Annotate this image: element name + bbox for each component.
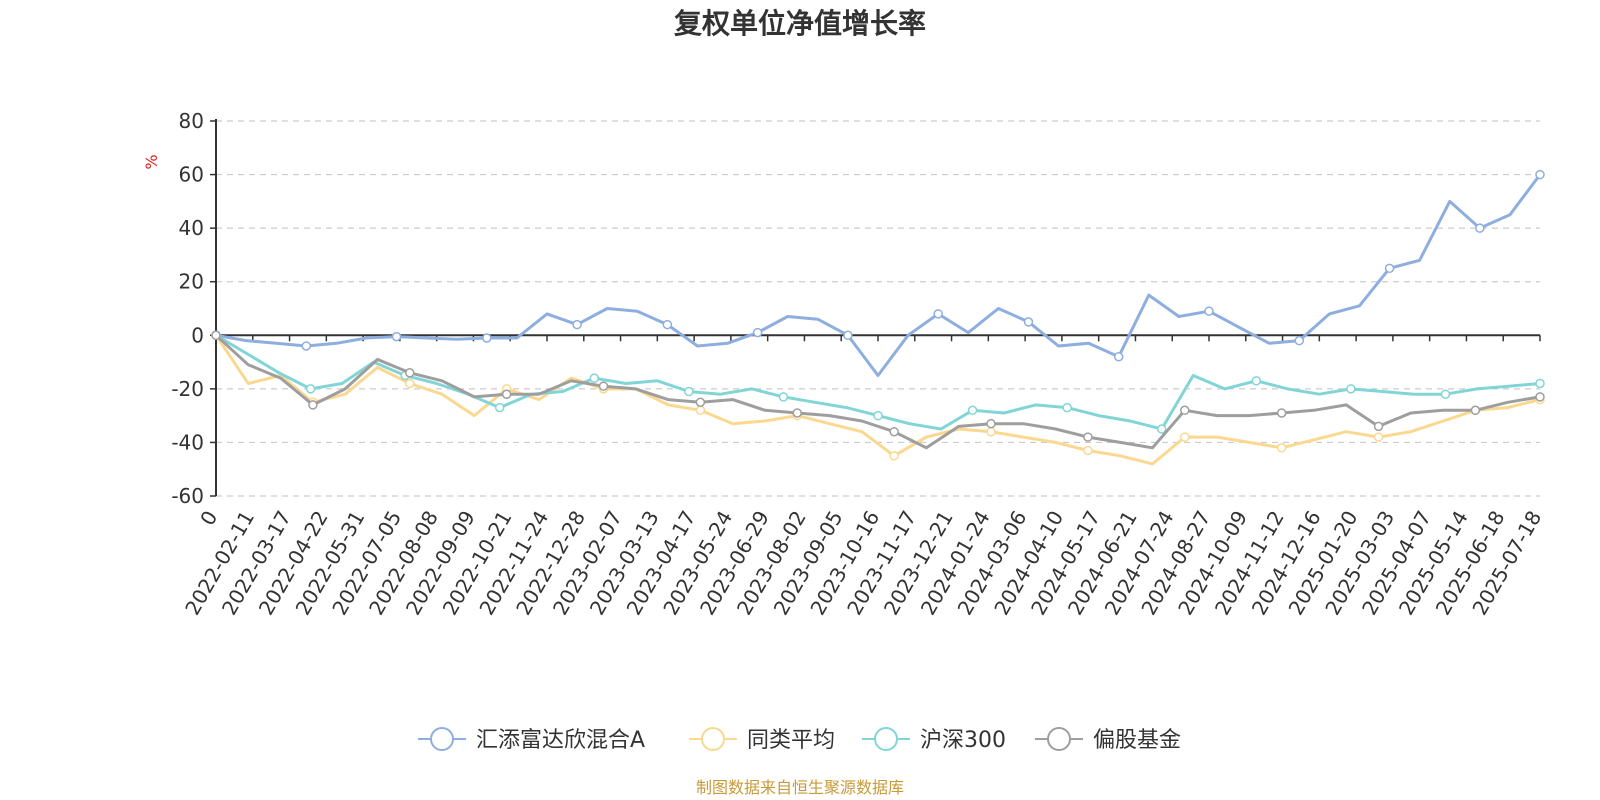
series-line-0[interactable]	[215, 173, 1542, 377]
series-point-0[interactable]	[1535, 169, 1545, 180]
series-point-1[interactable]	[1276, 443, 1287, 453]
legend-item-1[interactable]: 同类平均	[689, 727, 835, 753]
legend-label: 汇添富达欣混合A	[476, 728, 645, 753]
series-point-3[interactable]	[598, 381, 609, 391]
series-point-1[interactable]	[695, 405, 706, 416]
series-point-3[interactable]	[695, 397, 706, 407]
series-point-0[interactable]	[301, 341, 312, 351]
y-tick-label: 40	[179, 216, 204, 240]
legend-item-3[interactable]: 偏股基金	[1035, 727, 1181, 753]
series-point-0[interactable]	[1294, 335, 1305, 346]
series-line-3[interactable]	[214, 334, 1541, 450]
series-point-3[interactable]	[1535, 392, 1545, 402]
series-point-2[interactable]	[684, 386, 694, 397]
series-point-2[interactable]	[1346, 384, 1356, 394]
series-point-0[interactable]	[572, 319, 582, 330]
series-point-0[interactable]	[1023, 317, 1034, 327]
y-tick-label: 80	[179, 109, 204, 133]
series-point-3[interactable]	[889, 426, 899, 437]
series-point-3[interactable]	[501, 389, 512, 399]
series-point-3[interactable]	[1373, 421, 1384, 432]
legend-label: 沪深300	[920, 728, 1006, 753]
series-point-0[interactable]	[482, 333, 492, 343]
legend-label: 同类平均	[747, 728, 835, 753]
y-tick-label: -20	[171, 377, 204, 401]
series-point-1[interactable]	[1083, 445, 1093, 456]
series-point-1[interactable]	[1373, 432, 1384, 442]
legend-item-0[interactable]: 汇添富达欣混合A	[418, 727, 645, 753]
series-point-3[interactable]	[308, 400, 318, 410]
series-point-2[interactable]	[873, 410, 883, 421]
y-tick-label: 0	[191, 323, 204, 347]
series-point-3[interactable]	[792, 408, 803, 418]
y-tick-label: -40	[171, 430, 204, 454]
series-point-2[interactable]	[305, 384, 316, 394]
x-tick-label: 0	[195, 507, 222, 530]
series-point-2[interactable]	[589, 373, 600, 383]
series-point-2[interactable]	[1440, 389, 1451, 399]
series-point-3[interactable]	[1470, 405, 1481, 416]
series-point-3[interactable]	[1276, 408, 1287, 418]
x-axis: 02022-02-112022-03-172022-04-222022-05-3…	[180, 334, 1546, 619]
series-point-0[interactable]	[662, 319, 673, 330]
series-point-3[interactable]	[1083, 432, 1093, 442]
legend-swatch-icon	[874, 727, 898, 751]
series-point-1[interactable]	[1180, 432, 1190, 442]
grid-lines	[216, 120, 1540, 497]
legend-item-2[interactable]: 沪深300	[862, 727, 1006, 753]
series-point-1[interactable]	[986, 426, 996, 437]
series-point-3[interactable]	[405, 368, 415, 378]
series-point-3[interactable]	[1180, 405, 1190, 416]
series-line-1[interactable]	[214, 334, 1541, 466]
series-point-0[interactable]	[752, 327, 763, 338]
series-point-1[interactable]	[405, 378, 415, 389]
series-point-2[interactable]	[1535, 378, 1545, 389]
legend-swatch-icon	[430, 727, 454, 751]
series-point-1[interactable]	[889, 451, 899, 461]
series-point-3[interactable]	[211, 330, 221, 341]
series-point-2[interactable]	[1156, 424, 1167, 434]
series-point-3[interactable]	[986, 418, 996, 429]
chart-title: 复权单位净值增长率	[674, 7, 926, 40]
y-axis-unit: %	[142, 154, 161, 169]
legend-swatch-icon	[701, 727, 725, 751]
y-tick-label: 60	[179, 163, 204, 187]
series-point-0[interactable]	[843, 330, 853, 341]
y-axis: 80 60 40 20 0 -20 -40 -60	[171, 109, 217, 508]
series-point-0[interactable]	[933, 309, 943, 319]
legend-swatch-icon	[1047, 727, 1071, 751]
series-lines	[211, 169, 1545, 466]
series-point-0[interactable]	[1204, 306, 1214, 316]
series-point-0[interactable]	[1384, 263, 1395, 274]
series-point-2[interactable]	[1062, 402, 1072, 413]
series-point-2[interactable]	[778, 392, 789, 402]
series-point-2[interactable]	[494, 402, 505, 413]
legend[interactable]: 汇添富达欣混合A 同类平均 沪深300 偏股基金	[418, 727, 1181, 753]
data-source-note: 制图数据来自恒生聚源数据库	[696, 778, 904, 797]
series-point-2[interactable]	[967, 405, 978, 416]
series-point-0[interactable]	[1475, 223, 1485, 233]
series-point-0[interactable]	[391, 331, 402, 342]
y-tick-label: -60	[171, 484, 204, 508]
series-point-2[interactable]	[1251, 376, 1262, 386]
legend-label: 偏股基金	[1093, 728, 1181, 753]
y-tick-label: 20	[179, 270, 204, 294]
series-point-0[interactable]	[1113, 351, 1124, 362]
